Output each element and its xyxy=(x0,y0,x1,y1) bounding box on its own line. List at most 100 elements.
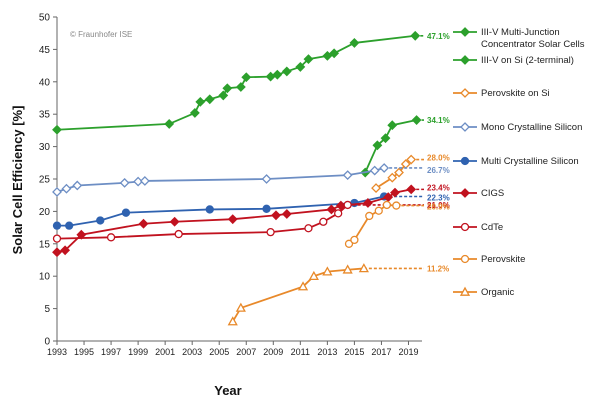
data-point xyxy=(462,224,469,231)
y-tick-label: 20 xyxy=(39,207,51,218)
legend-item: Multi Crystalline Silicon xyxy=(453,156,579,167)
data-point xyxy=(283,67,291,75)
data-point xyxy=(237,83,245,91)
x-tick-label: 1999 xyxy=(128,347,148,357)
data-point xyxy=(461,56,469,64)
legend-label: CIGS xyxy=(481,188,504,199)
data-point xyxy=(263,205,270,212)
data-point xyxy=(66,222,73,229)
legend-item: Perovskite xyxy=(453,254,525,265)
data-point xyxy=(242,73,250,81)
y-tick-label: 35 xyxy=(39,110,51,121)
end-value-label: 11.2% xyxy=(427,264,449,273)
data-point xyxy=(263,175,271,183)
end-value-label: 23.4% xyxy=(427,183,450,192)
data-point xyxy=(411,32,419,40)
x-tick-label: 2009 xyxy=(263,347,283,357)
legend-label: CdTe xyxy=(481,222,503,233)
y-tick-label: 15 xyxy=(39,239,51,250)
data-point xyxy=(73,181,81,189)
data-point xyxy=(462,158,469,165)
end-value-label: 26.7% xyxy=(427,166,450,175)
legend-item: Organic xyxy=(453,287,515,298)
legend-label: Perovskite xyxy=(481,254,525,265)
data-point xyxy=(206,206,213,213)
data-point xyxy=(97,217,104,224)
x-tick-label: 2001 xyxy=(155,347,175,357)
x-tick-label: 2013 xyxy=(317,347,337,357)
data-point xyxy=(380,164,388,172)
y-tick-label: 10 xyxy=(39,272,51,283)
x-tick-label: 2019 xyxy=(398,347,418,357)
data-point xyxy=(461,89,469,97)
x-tick-label: 2007 xyxy=(236,347,256,357)
data-point xyxy=(344,201,351,208)
data-point xyxy=(54,235,61,242)
end-value-label: 34.1% xyxy=(427,116,450,125)
data-point xyxy=(272,211,280,219)
data-point xyxy=(141,177,149,185)
data-point xyxy=(54,222,61,229)
legend-label: III-V Multi-Junction xyxy=(481,27,560,38)
data-point xyxy=(393,202,400,209)
end-value-label: 47.1% xyxy=(427,32,450,41)
data-point xyxy=(366,212,373,219)
legend-item: CdTe xyxy=(453,222,503,233)
series-cigs: 23.4% xyxy=(53,183,450,256)
x-tick-label: 2017 xyxy=(371,347,391,357)
data-point xyxy=(375,207,382,214)
y-tick-label: 50 xyxy=(39,13,51,24)
x-tick-label: 1997 xyxy=(101,347,121,357)
series-perovskite: 20.9% xyxy=(346,201,450,247)
legend-item: CIGS xyxy=(453,188,504,199)
y-axis-label: Solar Cell Efficiency [%] xyxy=(10,106,25,255)
legend-label: Organic xyxy=(481,287,515,298)
data-point xyxy=(267,229,274,236)
data-point xyxy=(383,201,390,208)
data-point xyxy=(108,234,115,241)
data-point xyxy=(219,91,227,99)
data-point xyxy=(122,209,129,216)
data-point xyxy=(462,256,469,263)
data-point xyxy=(229,318,237,325)
y-tick-label: 0 xyxy=(44,337,50,348)
series-line xyxy=(57,36,415,130)
data-point xyxy=(335,210,342,217)
data-point xyxy=(62,185,70,193)
data-point xyxy=(175,231,182,238)
series-layer: 47.1%34.1%28.0%26.7%22.3%23.4%21.0%20.9%… xyxy=(53,32,450,325)
series-iii-v-multi-junction-concentrator-solar-cells: 47.1% xyxy=(53,32,450,134)
data-point xyxy=(461,28,469,36)
y-tick-label: 25 xyxy=(39,175,51,186)
y-tick-label: 30 xyxy=(39,142,51,153)
data-point xyxy=(223,84,231,92)
y-tick-label: 45 xyxy=(39,45,51,56)
data-point xyxy=(140,220,148,228)
data-point xyxy=(388,121,396,129)
x-axis-label: Year xyxy=(214,383,241,398)
x-tick-label: 2005 xyxy=(209,347,229,357)
data-point xyxy=(320,218,327,225)
data-point xyxy=(413,116,421,124)
x-tick-label: 2011 xyxy=(291,347,310,357)
legend-label: Multi Crystalline Silicon xyxy=(481,156,579,167)
data-point xyxy=(351,236,358,243)
data-point xyxy=(165,120,173,128)
data-point xyxy=(171,218,179,226)
series-line xyxy=(57,168,384,192)
data-point xyxy=(371,167,379,175)
data-point xyxy=(53,188,61,196)
data-point xyxy=(305,225,312,232)
legend-label: III-V on Si (2-terminal) xyxy=(481,55,574,66)
data-point xyxy=(206,95,214,103)
watermark: © Fraunhofer ISE xyxy=(70,30,132,39)
y-tick-label: 40 xyxy=(39,77,51,88)
data-point xyxy=(53,248,61,256)
data-point xyxy=(229,215,237,223)
x-tick-label: 1993 xyxy=(47,347,67,357)
x-tick-label: 2015 xyxy=(344,347,364,357)
series-organic: 11.2% xyxy=(229,264,450,324)
data-point xyxy=(191,109,199,117)
